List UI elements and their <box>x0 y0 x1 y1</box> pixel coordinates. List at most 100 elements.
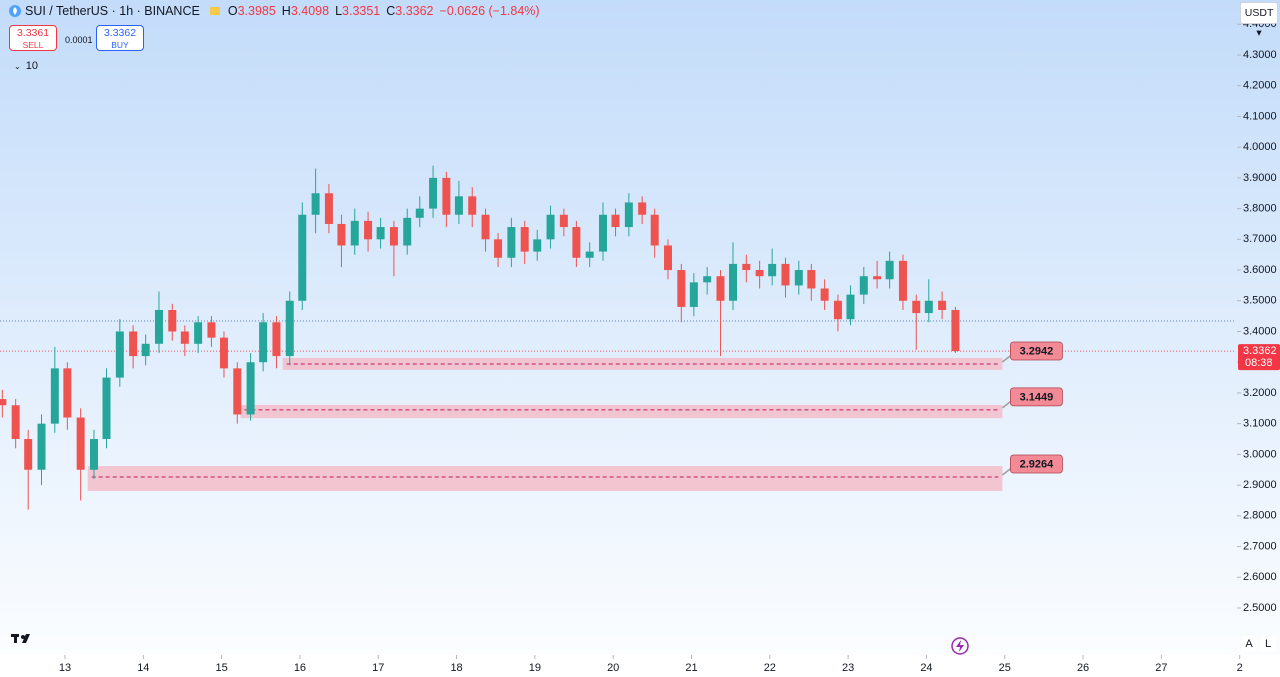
y-tick-label: 3.8000 <box>1243 203 1277 215</box>
candle-body <box>403 217 412 246</box>
low-key: L <box>335 4 343 18</box>
support-zone <box>87 466 1003 491</box>
low-value: 3.3351 <box>342 4 381 18</box>
candle-body <box>194 322 203 344</box>
auto-scale-button[interactable]: A <box>1241 636 1257 652</box>
candle-body <box>924 300 933 314</box>
x-tick-label: 13 <box>59 662 71 674</box>
candle-body <box>415 208 424 218</box>
candle-body <box>324 193 333 224</box>
candle-body <box>873 276 882 280</box>
x-tick-label: 16 <box>294 662 306 674</box>
candle-body <box>507 227 516 258</box>
candle-body <box>141 343 150 357</box>
candle-body <box>154 309 163 344</box>
flag-icon[interactable] <box>208 4 222 18</box>
candle-body <box>168 309 177 332</box>
candle-body <box>50 368 59 424</box>
sell-button[interactable]: 3.3361 SELL <box>9 25 57 51</box>
candle-body <box>429 177 438 209</box>
buy-button[interactable]: 3.3362 BUY <box>96 25 144 51</box>
candle-body <box>454 196 463 215</box>
time-axis-bg <box>0 655 1280 677</box>
candle-body <box>768 263 777 277</box>
candle-body <box>11 405 20 440</box>
y-tick-label: 4.1000 <box>1243 110 1277 122</box>
close-key: C <box>386 4 396 18</box>
candle-body <box>898 260 907 301</box>
sell-label: SELL <box>22 40 44 50</box>
candle-body <box>638 202 647 215</box>
price-tag-countdown: 08:38 <box>1245 357 1273 369</box>
candle-body <box>442 177 451 215</box>
candle-body <box>37 423 46 470</box>
y-tick-label: 2.9000 <box>1243 479 1277 491</box>
candle-body <box>559 214 568 228</box>
alert-icon[interactable] <box>951 637 969 655</box>
candle-body <box>912 300 921 314</box>
candle-body <box>102 377 111 440</box>
candle-body <box>833 300 842 320</box>
x-tick-label: 2 <box>1237 662 1243 674</box>
candle-body <box>599 214 608 252</box>
y-tick-label: 4.2000 <box>1243 80 1277 92</box>
candle-body <box>311 193 320 215</box>
x-tick-label: 14 <box>137 662 149 674</box>
candle-body <box>24 439 33 470</box>
candle-body <box>624 202 633 228</box>
candle-body <box>546 214 555 240</box>
level-label-box <box>1010 387 1063 407</box>
x-tick-label: 18 <box>450 662 462 674</box>
candle-body <box>689 282 698 307</box>
candle-body <box>533 239 542 252</box>
tv-logo <box>11 634 30 643</box>
candle-body <box>494 239 503 258</box>
candle-body <box>350 220 359 246</box>
price-tag-value: 3.3362 <box>1243 345 1277 357</box>
candle-body <box>180 331 189 344</box>
candle-body <box>585 251 594 258</box>
x-tick-label: 26 <box>1077 662 1089 674</box>
candle-body <box>781 263 790 286</box>
candle-body <box>233 368 242 415</box>
candle-body <box>755 270 764 277</box>
candle-body <box>389 227 398 246</box>
spread: 0.0001 <box>65 35 93 45</box>
x-tick-label: 22 <box>764 662 776 674</box>
y-tick-label: 3.5000 <box>1243 295 1277 307</box>
candle-body <box>885 260 894 280</box>
level-label-box <box>1010 341 1063 361</box>
y-tick-label: 3.9000 <box>1243 172 1277 184</box>
candle-body <box>337 223 346 246</box>
candle-body <box>951 309 960 352</box>
candle-body <box>716 276 725 301</box>
candle-body <box>0 399 7 406</box>
candle-body <box>298 214 307 301</box>
candle-body <box>285 300 294 357</box>
candle-body <box>820 288 829 301</box>
level-label: 2.9264 <box>1020 458 1055 470</box>
buy-price: 3.3362 <box>103 27 137 39</box>
candle-body <box>703 276 712 283</box>
y-tick-label: 3.6000 <box>1243 264 1277 276</box>
candle-body <box>115 331 124 378</box>
currency-button[interactable]: USDT ▾ <box>1240 2 1278 39</box>
high-key: H <box>281 4 291 18</box>
candle-body <box>664 245 673 271</box>
y-tick-label: 2.8000 <box>1243 510 1277 522</box>
y-tick-label: 2.6000 <box>1243 571 1277 583</box>
log-scale-button[interactable]: L <box>1260 636 1276 652</box>
candle-body <box>572 227 581 258</box>
y-tick-label: 3.2000 <box>1243 387 1277 399</box>
y-tick-label: 3.0000 <box>1243 448 1277 460</box>
indicators-toggle[interactable]: ⌄ 10 <box>14 60 38 72</box>
candle-body <box>219 337 228 369</box>
candle-body <box>376 227 385 240</box>
candle-body <box>207 322 216 338</box>
buy-label: BUY <box>111 40 129 50</box>
change-value: −0.0626 (−1.84%) <box>439 4 540 18</box>
x-tick-label: 15 <box>216 662 228 674</box>
candle-body <box>650 214 659 246</box>
